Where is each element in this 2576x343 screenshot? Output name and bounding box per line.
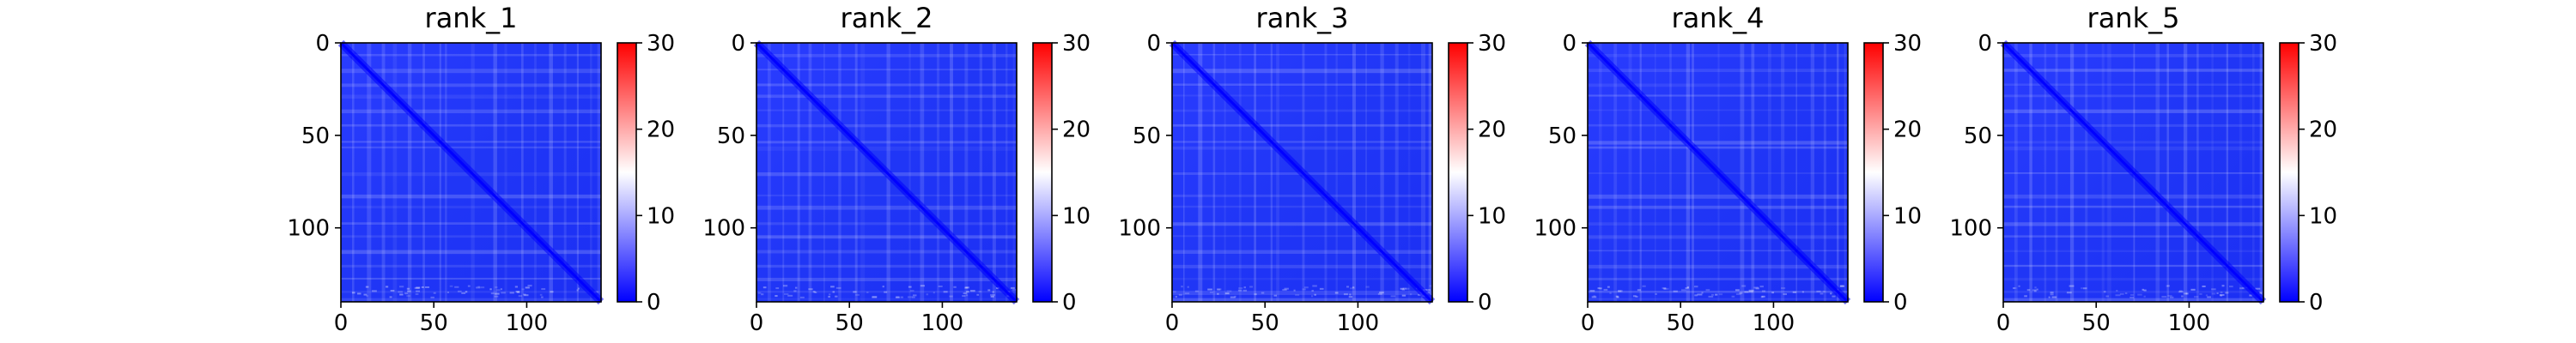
heatmap-frame bbox=[1171, 42, 1433, 303]
x-tick-label: 100 bbox=[1753, 310, 1795, 336]
heatmap-texture bbox=[1588, 43, 1848, 302]
x-tick-label: 50 bbox=[1667, 310, 1695, 336]
colorbar-tick-label: 0 bbox=[1893, 290, 1908, 316]
x-tick-label: 0 bbox=[1165, 310, 1180, 336]
y-tick-label: 0 bbox=[1978, 31, 1992, 57]
heatmap-diagonal-core bbox=[1586, 41, 1850, 304]
y-tick-label: 50 bbox=[1548, 123, 1577, 149]
y-tick-label: 0 bbox=[1146, 31, 1161, 57]
colorbar bbox=[2280, 43, 2299, 302]
heatmap-diagonal-core bbox=[339, 41, 603, 304]
chart-title: rank_3 bbox=[1256, 2, 1349, 34]
x-tick-label: 50 bbox=[420, 310, 448, 336]
x-tick-label: 100 bbox=[2168, 310, 2211, 336]
colorbar-tick-label: 20 bbox=[647, 117, 675, 143]
colorbar-frame bbox=[617, 42, 637, 303]
colorbar-tick-label: 20 bbox=[1062, 117, 1091, 143]
heatmap-panel-3: rank_3 0 50 100 0 50 100 0 10 20 30 bbox=[1118, 2, 1506, 336]
colorbar-tick-label: 0 bbox=[2309, 290, 2324, 316]
x-tick-label: 50 bbox=[2082, 310, 2111, 336]
colorbar-frame bbox=[2279, 42, 2300, 303]
colorbar-tick-label: 30 bbox=[2309, 31, 2337, 57]
x-tick-label: 100 bbox=[506, 310, 549, 336]
y-tick-label: 0 bbox=[731, 31, 745, 57]
colorbar-tick-label: 10 bbox=[2309, 203, 2337, 229]
y-tick-label: 100 bbox=[287, 216, 330, 242]
colorbar-tick-label: 20 bbox=[1893, 117, 1922, 143]
colorbar bbox=[1449, 43, 1467, 302]
colorbar bbox=[617, 43, 636, 302]
x-tick-label: 50 bbox=[835, 310, 864, 336]
heatmap-diagonal-core bbox=[1170, 41, 1434, 304]
heatmap-texture bbox=[756, 43, 1017, 302]
colorbar-frame bbox=[1032, 42, 1053, 303]
heatmap-diagonal-core bbox=[755, 41, 1018, 304]
chart-title: rank_1 bbox=[425, 2, 518, 34]
colorbar-tick-label: 20 bbox=[2309, 117, 2337, 143]
heatmap-frame bbox=[1587, 42, 1849, 303]
heatmap-diagonal-core bbox=[2002, 41, 2265, 304]
colorbar-tick-label: 30 bbox=[1062, 31, 1091, 57]
x-tick-label: 0 bbox=[1581, 310, 1595, 336]
colorbar-tick-label: 10 bbox=[1478, 203, 1506, 229]
heatmap-texture bbox=[341, 43, 601, 302]
x-tick-label: 0 bbox=[750, 310, 764, 336]
x-tick-label: 50 bbox=[1251, 310, 1279, 336]
heatmap-panel-1: rank_1 0 50 100 0 50 100 0 10 20 30 bbox=[287, 2, 675, 336]
colorbar-frame bbox=[1863, 42, 1884, 303]
x-tick-label: 0 bbox=[1996, 310, 2011, 336]
x-tick-label: 100 bbox=[1337, 310, 1380, 336]
colorbar bbox=[1864, 43, 1883, 302]
y-tick-label: 100 bbox=[1118, 216, 1161, 242]
y-tick-label: 50 bbox=[1133, 123, 1161, 149]
chart-title: rank_4 bbox=[1672, 2, 1765, 34]
x-tick-label: 100 bbox=[921, 310, 964, 336]
colorbar-tick-label: 10 bbox=[647, 203, 675, 229]
heatmap-frame bbox=[340, 42, 602, 303]
colorbar-tick-label: 0 bbox=[1478, 290, 1492, 316]
heatmap-panel-2: rank_2 0 50 100 0 50 100 0 10 20 30 bbox=[702, 2, 1091, 336]
y-tick-label: 0 bbox=[315, 31, 330, 57]
colorbar-tick-label: 20 bbox=[1478, 117, 1506, 143]
y-tick-label: 100 bbox=[1534, 216, 1577, 242]
colorbar-tick-label: 30 bbox=[647, 31, 675, 57]
colorbar-tick-label: 10 bbox=[1062, 203, 1091, 229]
y-tick-label: 50 bbox=[717, 123, 745, 149]
heatmap-panel-4: rank_4 0 50 100 0 50 100 0 10 20 30 bbox=[1534, 2, 1922, 336]
colorbar-tick-label: 0 bbox=[647, 290, 661, 316]
chart-title: rank_2 bbox=[841, 2, 933, 34]
y-tick-label: 100 bbox=[702, 216, 745, 242]
colorbar-tick-label: 10 bbox=[1893, 203, 1922, 229]
colorbar-frame bbox=[1448, 42, 1468, 303]
heatmap-texture bbox=[2003, 43, 2263, 302]
heatmap-panel-5: rank_5 0 50 100 0 50 100 0 10 20 30 bbox=[1949, 2, 2337, 336]
y-tick-label: 100 bbox=[1949, 216, 1992, 242]
colorbar-tick-label: 30 bbox=[1478, 31, 1506, 57]
y-tick-label: 50 bbox=[1964, 123, 1992, 149]
y-tick-label: 0 bbox=[1562, 31, 1577, 57]
colorbar-tick-label: 0 bbox=[1062, 290, 1077, 316]
y-tick-label: 50 bbox=[301, 123, 330, 149]
heatmap-frame bbox=[756, 42, 1018, 303]
colorbar-tick-label: 30 bbox=[1893, 31, 1922, 57]
chart-title: rank_5 bbox=[2087, 2, 2180, 34]
heatmap-frame bbox=[2002, 42, 2264, 303]
x-tick-label: 0 bbox=[334, 310, 349, 336]
colorbar bbox=[1033, 43, 1052, 302]
